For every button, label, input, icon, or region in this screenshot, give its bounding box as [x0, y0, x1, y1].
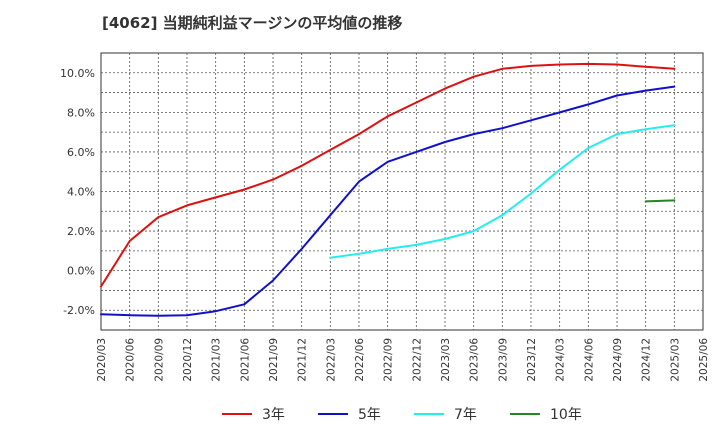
- x-tick-label: 2020/03: [96, 338, 108, 382]
- x-tick-label: 2025/06: [698, 338, 710, 382]
- x-tick-label: 2025/03: [669, 338, 681, 382]
- x-tick-label: 2022/03: [325, 338, 337, 382]
- series-line: [100, 62, 676, 288]
- grid-layer: [101, 53, 703, 330]
- series-line: [329, 124, 676, 259]
- legend-label: 3年: [262, 407, 285, 423]
- x-tick-label: 2024/03: [555, 338, 567, 382]
- x-tick-label: 2022/09: [383, 338, 395, 382]
- legend-label: 10年: [550, 407, 582, 423]
- x-tick-label: 2023/03: [440, 338, 452, 382]
- y-tick-label: 10.0%: [60, 67, 95, 80]
- y-tick-label: -2.0%: [63, 304, 95, 317]
- x-tick-label: 2020/06: [125, 338, 137, 382]
- x-tick-label: 2021/09: [268, 338, 280, 382]
- x-tick-label: 2024/12: [641, 338, 653, 382]
- y-tick-label: 4.0%: [67, 186, 95, 199]
- y-tick-label: 6.0%: [67, 146, 95, 159]
- x-tick-label: 2024/09: [612, 338, 624, 382]
- y-axis: -2.0% 0.0% 2.0% 4.0% 6.0% 8.0% 10.0%: [60, 67, 95, 317]
- x-tick-label: 2023/06: [469, 338, 481, 382]
- legend: 3年 5年 7年 10年: [222, 407, 582, 423]
- x-tick-label: 2023/12: [526, 338, 538, 382]
- series-layer: [100, 62, 676, 317]
- x-tick-label: 2021/12: [297, 338, 309, 382]
- x-axis: 2020/03 2020/06 2020/09 2020/12 2021/03 2021/…: [96, 338, 710, 382]
- chart-title: [4062] 当期純利益マージンの平均値の推移: [102, 14, 403, 32]
- series-line: [100, 85, 676, 317]
- x-tick-label: 2023/09: [497, 338, 509, 382]
- x-tick-label: 2022/12: [411, 338, 423, 382]
- x-tick-label: 2020/09: [153, 338, 165, 382]
- series-line: [644, 199, 676, 203]
- legend-label: 5年: [358, 407, 381, 423]
- x-tick-label: 2024/06: [583, 338, 595, 382]
- x-tick-label: 2021/03: [211, 338, 223, 382]
- x-tick-label: 2020/12: [182, 338, 194, 382]
- y-tick-label: 8.0%: [67, 106, 95, 119]
- x-tick-label: 2021/06: [239, 338, 251, 382]
- legend-label: 7年: [454, 407, 477, 423]
- y-tick-label: 2.0%: [67, 225, 95, 238]
- y-tick-label: 0.0%: [67, 265, 95, 278]
- x-tick-label: 2022/06: [354, 338, 366, 382]
